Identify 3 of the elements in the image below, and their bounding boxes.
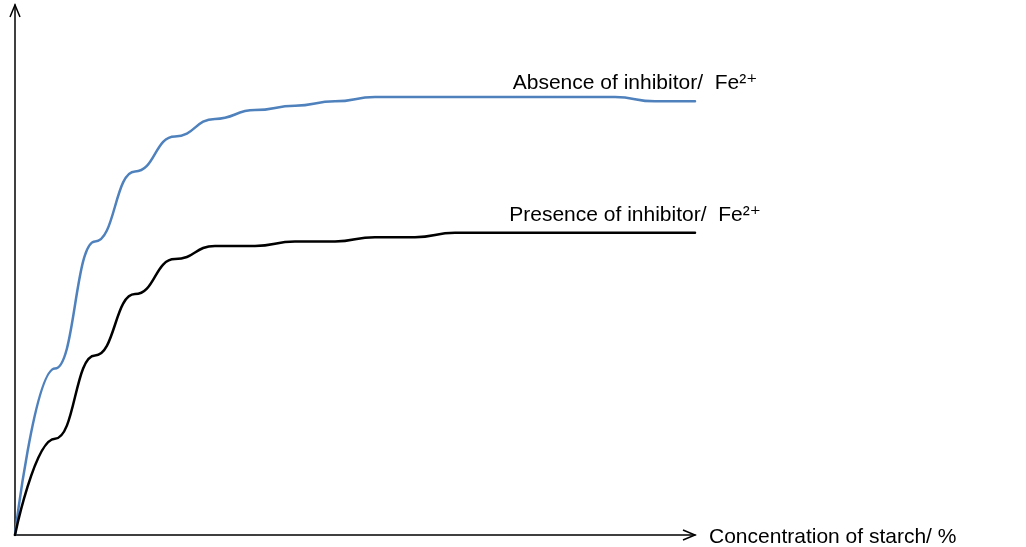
series-label: Presence of inhibitor/ Fe²⁺ [509,201,761,225]
x-axis-title: Concentration of starch/ % [709,523,957,547]
series-label: Absence of inhibitor/ Fe²⁺ [512,70,758,94]
